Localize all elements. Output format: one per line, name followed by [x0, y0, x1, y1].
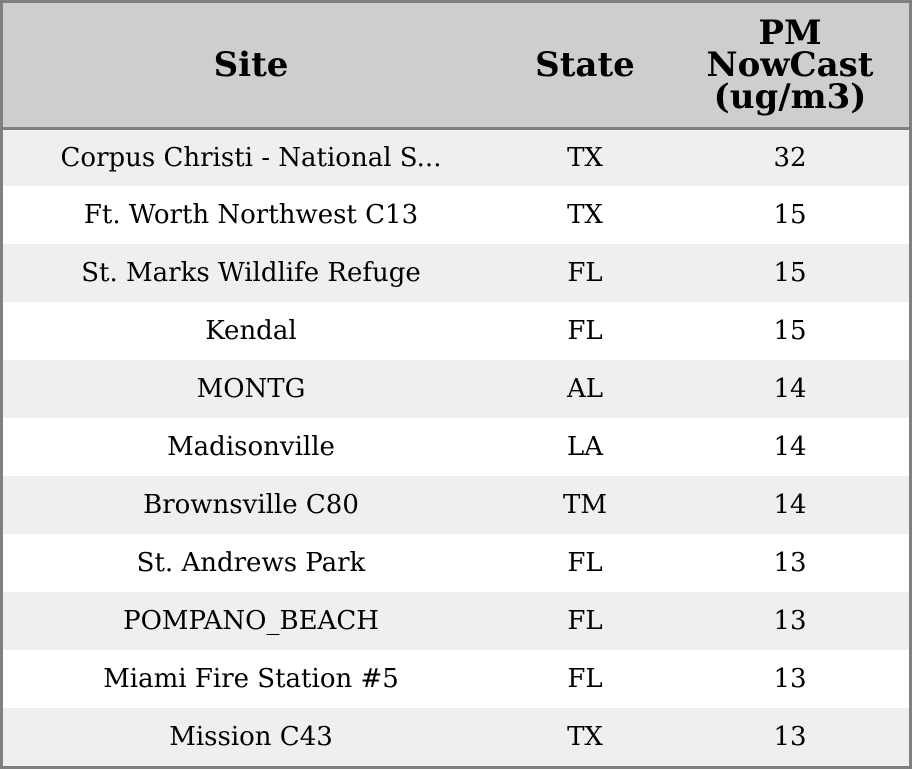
state-cell: TM [563, 490, 607, 520]
site-cell: Corpus Christi - National S... [60, 142, 442, 173]
pm-value-cell: 14 [773, 490, 807, 520]
state-cell: AL [566, 374, 604, 404]
table-body: Corpus Christi - National S... TX 32 Ft. Wo… [3, 128, 909, 766]
state-cell: FL [567, 606, 603, 636]
pm-value-cell: 13 [773, 722, 807, 752]
pm-value-cell: 13 [773, 548, 807, 578]
pm-value-cell: 13 [773, 606, 807, 636]
column-header-pm-line-1: PM [758, 12, 822, 53]
state-cell: FL [567, 664, 603, 694]
site-cell: POMPANO_BEACH [123, 606, 379, 636]
header-row: Site State PM NowCast (ug/m3) [3, 3, 909, 130]
pm-value-cell: 15 [773, 316, 807, 346]
state-cell: TX [567, 200, 603, 230]
table-row: Ft. Worth Northwest C13 TX 15 [3, 186, 909, 244]
state-cell: FL [567, 548, 603, 578]
state-cell: FL [567, 316, 603, 346]
pm-value-cell: 13 [773, 664, 807, 694]
state-cell: FL [567, 258, 603, 288]
table-row: Corpus Christi - National S... TX 32 [3, 128, 909, 186]
pm-value-cell: 15 [773, 200, 807, 230]
table-row: Kendal FL 15 [3, 302, 909, 360]
table-row: St. Marks Wildlife Refuge FL 15 [3, 244, 909, 302]
state-cell: LA [566, 432, 604, 462]
site-cell: Madisonville [167, 432, 335, 462]
column-header-pm-line-2: NowCast [706, 44, 874, 85]
table-row: Brownsville C80 TM 14 [3, 476, 909, 534]
table-row: St. Andrews Park FL 13 [3, 534, 909, 592]
column-header-pm-line-3: (ug/m3) [713, 76, 867, 117]
table-row: POMPANO_BEACH FL 13 [3, 592, 909, 650]
site-cell: Ft. Worth Northwest C13 [83, 200, 419, 230]
site-cell: MONTG [196, 374, 306, 404]
table-row: Madisonville LA 14 [3, 418, 909, 476]
site-cell: Brownsville C80 [143, 490, 359, 520]
column-header-site: Site [3, 3, 499, 130]
column-header-state: State [499, 3, 671, 130]
site-cell: St. Andrews Park [136, 548, 366, 578]
pm-nowcast-table: Site State PM NowCast (ug/m3) Corpus Chr… [3, 3, 909, 766]
table-row: Miami Fire Station #5 FL 13 [3, 650, 909, 708]
pm-value-cell: 14 [773, 374, 807, 404]
table-header: Site State PM NowCast (ug/m3) [3, 3, 909, 130]
table-row: MONTG AL 14 [3, 360, 909, 418]
state-cell: TX [567, 142, 603, 173]
table-row: Mission C43 TX 13 [3, 708, 909, 766]
site-cell: Kendal [205, 316, 297, 346]
site-cell: Mission C43 [169, 722, 333, 752]
pm-value-cell: 14 [773, 432, 807, 462]
state-cell: TX [567, 722, 603, 752]
site-cell: St. Marks Wildlife Refuge [81, 258, 421, 288]
site-cell: Miami Fire Station #5 [103, 664, 399, 694]
pm-value-cell: 32 [773, 142, 807, 173]
column-header-pm-nowcast: PM NowCast (ug/m3) [671, 3, 909, 130]
pm-value-cell: 15 [773, 258, 807, 288]
